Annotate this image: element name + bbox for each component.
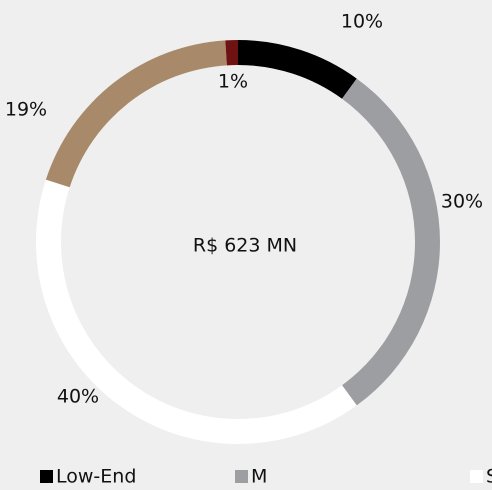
donut-segment bbox=[225, 40, 238, 66]
legend-label: Smart Living bbox=[486, 466, 492, 488]
donut-segment bbox=[45, 40, 227, 188]
donut-segment bbox=[238, 40, 357, 99]
donut-segment bbox=[35, 179, 357, 445]
data-label: 19% bbox=[5, 99, 47, 121]
data-label: 10% bbox=[341, 11, 383, 33]
data-label: 40% bbox=[57, 386, 99, 408]
legend-swatch bbox=[40, 470, 53, 483]
legend-swatch bbox=[235, 470, 248, 483]
data-label: 30% bbox=[441, 191, 483, 213]
data-label: 1% bbox=[218, 71, 248, 93]
legend-swatch bbox=[470, 470, 483, 483]
donut-segment bbox=[342, 78, 440, 406]
center-label: R$ 623 MN bbox=[193, 235, 297, 257]
legend-label: M bbox=[251, 466, 267, 488]
legend-label: Low-End bbox=[56, 466, 136, 488]
